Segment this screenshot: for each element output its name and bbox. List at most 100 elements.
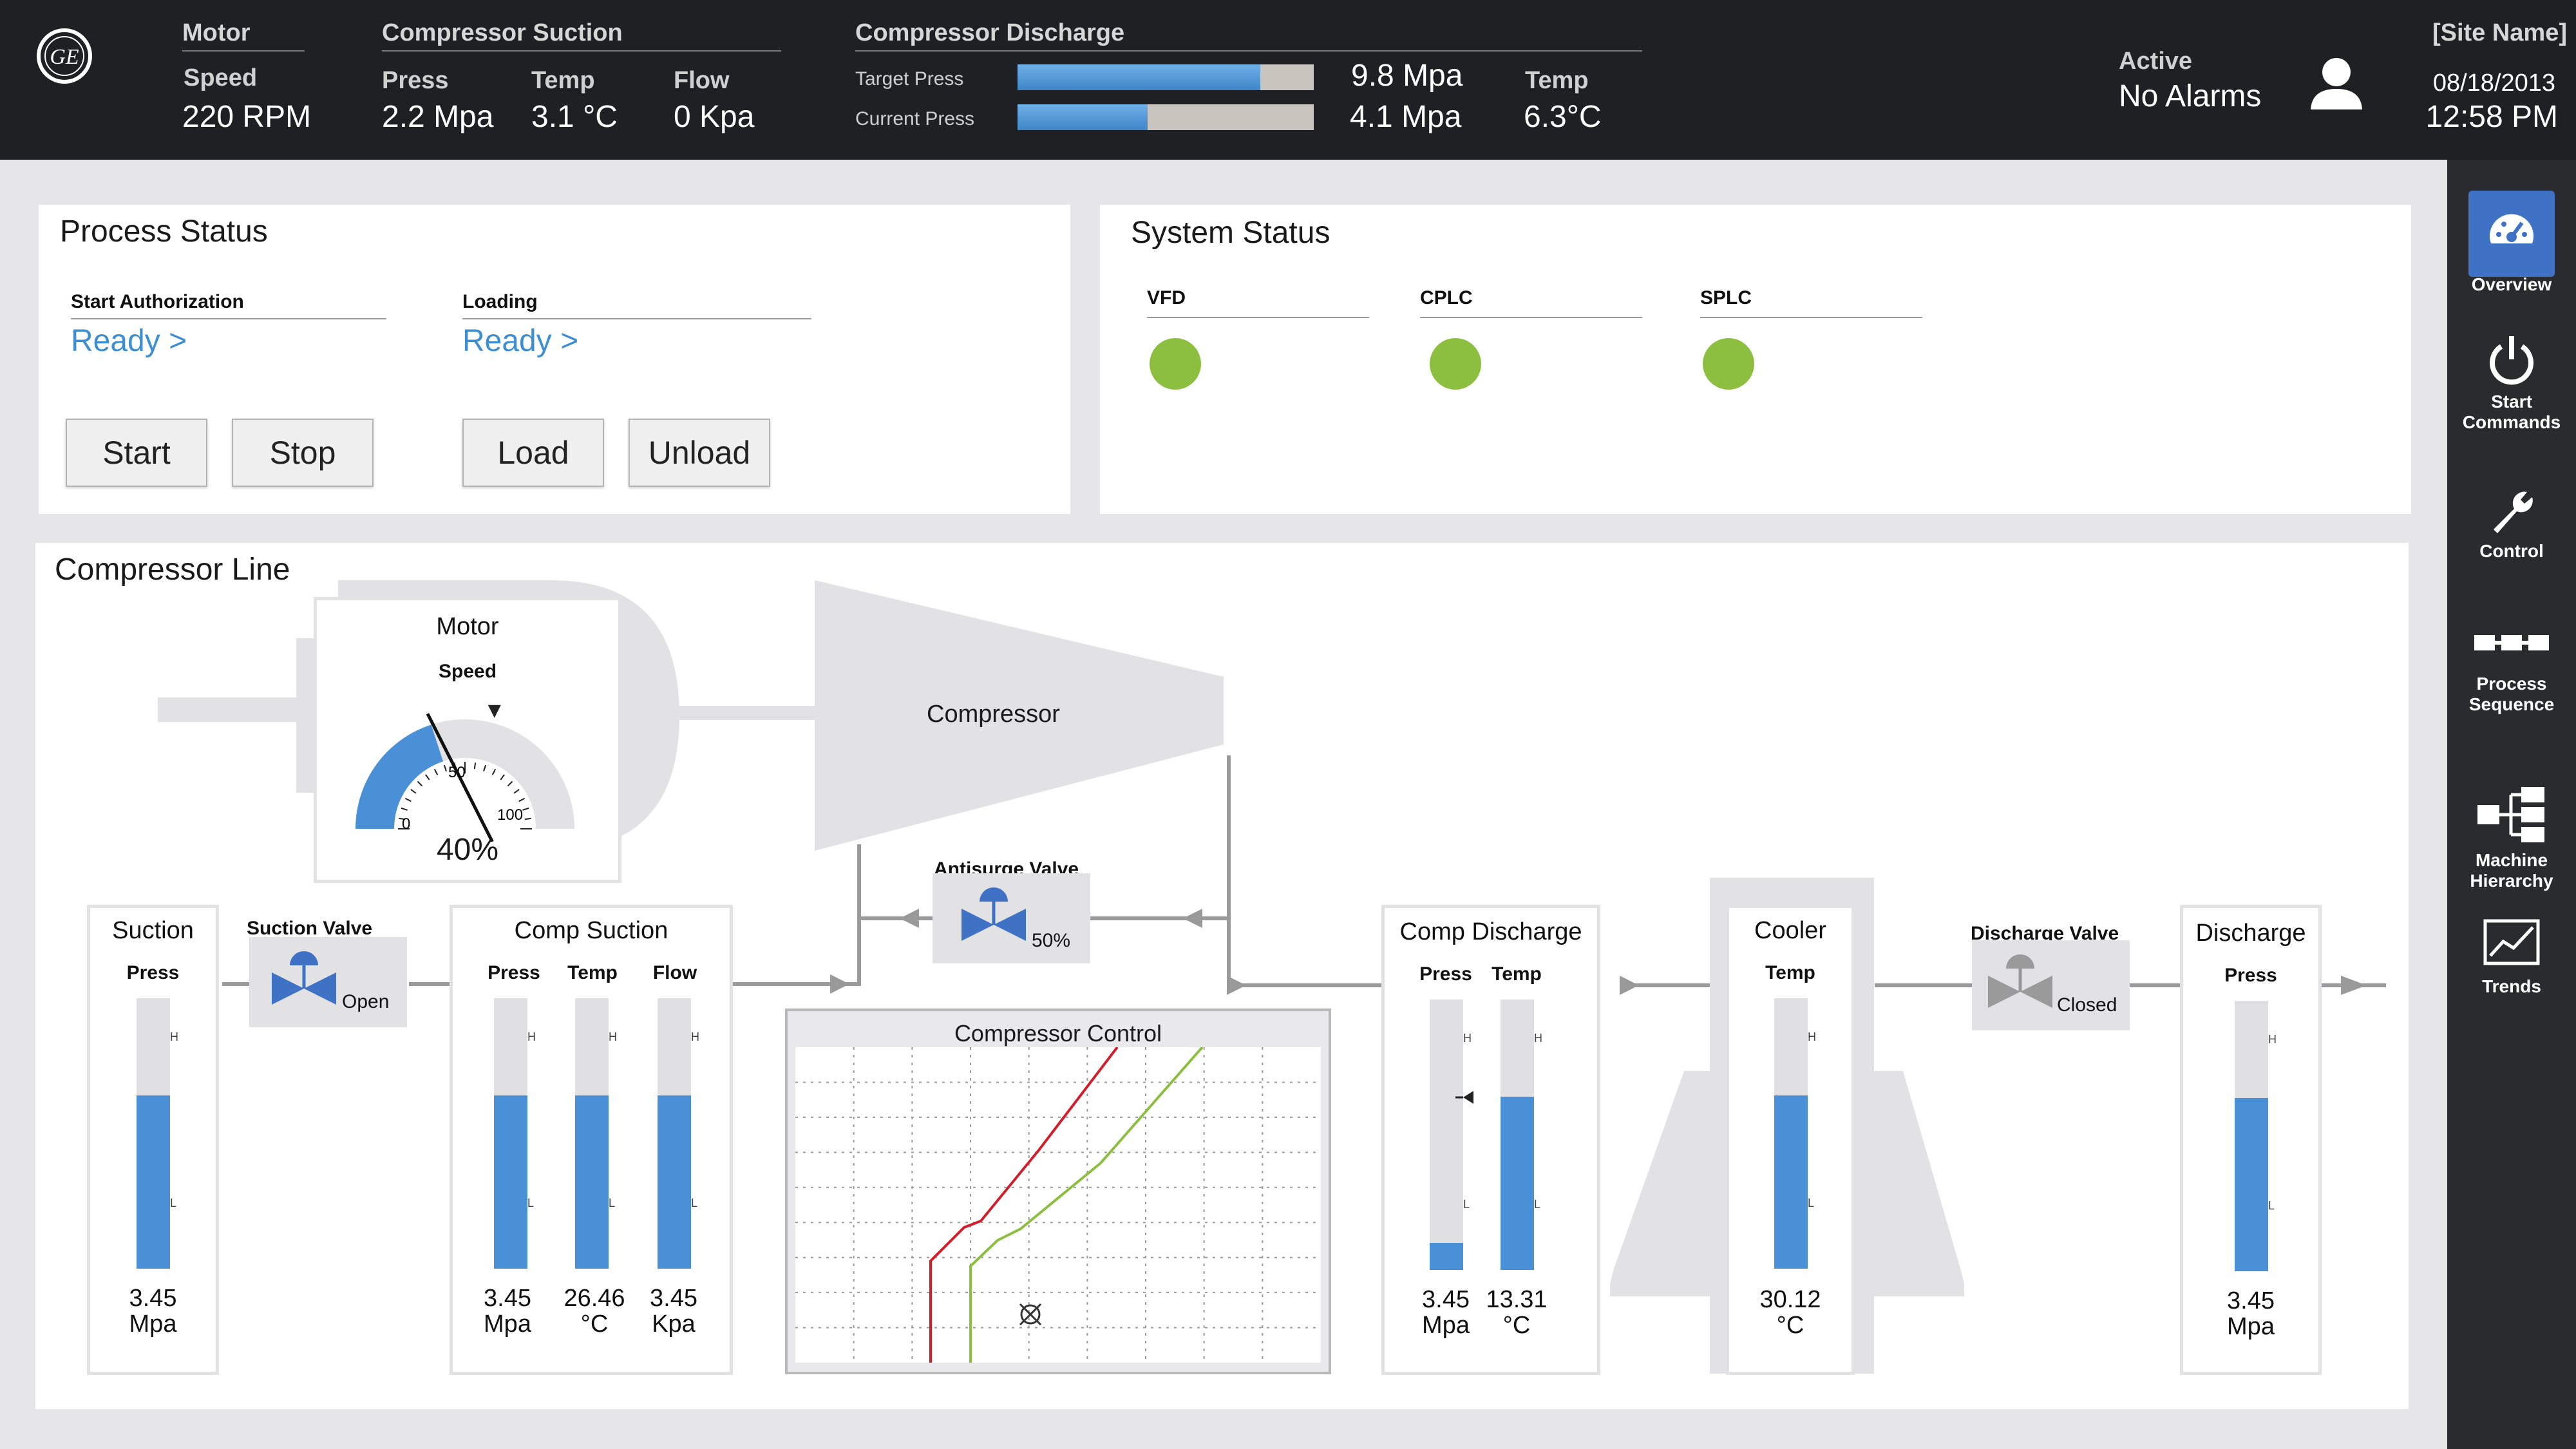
motor-gauge-title: Motor bbox=[436, 613, 499, 640]
cooler-temp-value: 30.12 °C bbox=[1759, 1286, 1821, 1339]
comp-discharge-temp-value: 13.31 °C bbox=[1486, 1286, 1548, 1339]
header-discharge-underline bbox=[855, 50, 1642, 52]
nav-trends[interactable]: Trends bbox=[2447, 918, 2576, 997]
header-discharge-temp-value: 6.3°C bbox=[1524, 100, 1602, 134]
stop-button[interactable]: Stop bbox=[232, 419, 374, 487]
antisurge-valve[interactable]: 50% bbox=[933, 873, 1090, 963]
comp-suction-temp-label: Temp bbox=[567, 962, 618, 983]
start-authorization-status[interactable]: Ready > bbox=[71, 324, 187, 358]
tick-l: L bbox=[527, 1197, 535, 1209]
comp-discharge-title: Comp Discharge bbox=[1399, 918, 1582, 945]
motor-shaft-right bbox=[676, 706, 824, 720]
start-button[interactable]: Start bbox=[66, 419, 207, 487]
suction-valve-state: Open bbox=[342, 991, 390, 1012]
comp-suction-flow-value: 3.45 Kpa bbox=[650, 1285, 697, 1338]
sequence-icon bbox=[2474, 635, 2549, 650]
system-status-panel: System Status VFD CPLC SPLC bbox=[1100, 205, 2411, 514]
splc-underline bbox=[1700, 317, 1922, 318]
gauge-tick-0: 0 bbox=[402, 815, 410, 833]
start-authorization-underline bbox=[71, 318, 386, 319]
discharge-press-label: Press bbox=[2224, 965, 2277, 986]
suction-press-label: Press bbox=[126, 962, 180, 983]
discharge-press-value: 3.45 Mpa bbox=[2227, 1287, 2275, 1340]
suction-box: Suction Press H L 3.45 Mpa bbox=[87, 905, 219, 1375]
header-suction-press-value: 2.2 Mpa bbox=[382, 100, 494, 134]
tick-h: H bbox=[1463, 1032, 1472, 1045]
header-suction-temp-label: Temp bbox=[531, 67, 595, 94]
comp-discharge-temp-tube bbox=[1501, 999, 1534, 1270]
nav-process-label-2: Sequence bbox=[2468, 694, 2555, 714]
tick-l: L bbox=[1463, 1198, 1470, 1211]
discharge-valve[interactable]: Closed bbox=[1972, 940, 2130, 1030]
antisurge-valve-state: 50% bbox=[1032, 930, 1071, 951]
suction-title: Suction bbox=[112, 917, 194, 944]
wrench-icon bbox=[2494, 491, 2533, 533]
motor-speed-value: 40% bbox=[436, 833, 499, 867]
comp-discharge-temp-level bbox=[1501, 1097, 1534, 1270]
pipe-cooler-to-valve bbox=[1875, 983, 2010, 987]
vfd-label: VFD bbox=[1147, 287, 1186, 308]
nav-overview[interactable]: Overview bbox=[2447, 205, 2576, 295]
tick-h: H bbox=[527, 1030, 536, 1043]
valve-icon bbox=[1988, 954, 2052, 1008]
control-line bbox=[969, 1047, 1204, 1363]
cooler-temp-level bbox=[1774, 1095, 1808, 1269]
user-icon[interactable] bbox=[2306, 53, 2367, 115]
comp-suction-press-level bbox=[494, 1095, 527, 1269]
process-status-title: Process Status bbox=[60, 214, 268, 249]
tick-h: H bbox=[170, 1030, 178, 1043]
pipe-comp-discharge-to-cooler bbox=[1633, 983, 1748, 987]
nav-machine-label-2: Hierarchy bbox=[2470, 871, 2553, 891]
valve-icon bbox=[272, 951, 336, 1005]
gauge-tick-mark bbox=[491, 768, 497, 775]
header-motor-underline bbox=[182, 50, 305, 52]
gauge-tick-mark bbox=[399, 817, 406, 820]
loading-label: Loading bbox=[462, 291, 538, 312]
gauge-tick-mark bbox=[404, 797, 412, 802]
process-status-panel: Process Status Start Authorization Ready… bbox=[39, 205, 1070, 514]
header-current-press-label: Current Press bbox=[855, 108, 975, 129]
load-button[interactable]: Load bbox=[462, 419, 604, 487]
gauge-icon bbox=[2490, 214, 2533, 243]
nav-control-label: Control bbox=[2479, 541, 2544, 561]
suction-valve-label: Suction Valve bbox=[247, 918, 373, 939]
motor-speed-gauge: 0 50 100 bbox=[355, 705, 574, 842]
nav-process-sequence[interactable]: Process Sequence bbox=[2447, 623, 2576, 715]
pipe-valve-to-comp-suction bbox=[409, 982, 485, 986]
nav-control[interactable]: Control bbox=[2447, 482, 2576, 562]
tick-h: H bbox=[609, 1030, 617, 1043]
pipe-compressor-to-comp-discharge bbox=[1227, 983, 1414, 987]
nav-start-commands[interactable]: Start Commands bbox=[2447, 332, 2576, 433]
gauge-tick-mark bbox=[513, 789, 520, 794]
suction-valve[interactable]: Open bbox=[249, 937, 407, 1027]
tick-l: L bbox=[691, 1197, 698, 1209]
comp-suction-temp-level bbox=[575, 1095, 609, 1269]
motor-gauge-box: Motor Speed 0 50 100 40% bbox=[314, 597, 621, 883]
gauge-tick-mark bbox=[518, 797, 526, 802]
tick-l: L bbox=[2268, 1199, 2275, 1212]
comp-suction-press-label: Press bbox=[488, 962, 540, 983]
gauge-tick-mark bbox=[401, 807, 408, 811]
control-chart-plot bbox=[795, 1047, 1321, 1363]
header-motor-title: Motor bbox=[182, 19, 251, 46]
comp-discharge-box: Comp Discharge Press Temp H L H L 3.45 Mp… bbox=[1381, 905, 1600, 1375]
current-press-bar bbox=[1018, 104, 1314, 130]
trends-icon bbox=[2483, 919, 2540, 965]
loading-underline bbox=[462, 318, 811, 319]
gauge-tick-mark bbox=[524, 817, 531, 820]
nav-machine-label-1: Machine bbox=[2475, 850, 2548, 870]
gauge-tick-mark bbox=[507, 781, 513, 787]
unload-button[interactable]: Unload bbox=[629, 419, 770, 487]
loading-status[interactable]: Ready > bbox=[462, 324, 579, 358]
compressor-line-panel: Compressor Line Compressor Motor Speed 0… bbox=[35, 543, 2409, 1409]
comp-suction-press-value: 3.45 Mpa bbox=[484, 1285, 531, 1338]
system-status-title: System Status bbox=[1131, 216, 1331, 250]
surge-line bbox=[929, 1047, 1119, 1363]
pipe-antisurge-right-vertical bbox=[1227, 755, 1231, 987]
alarms-status[interactable]: No Alarms bbox=[2119, 79, 2262, 113]
comp-discharge-temp-label: Temp bbox=[1492, 963, 1542, 985]
nav-machine-hierarchy[interactable]: Machine Hierarchy bbox=[2447, 786, 2576, 891]
press-setpoint-marker bbox=[1455, 1091, 1473, 1104]
nav-trends-label: Trends bbox=[2482, 976, 2541, 996]
valve-icon bbox=[961, 887, 1026, 941]
